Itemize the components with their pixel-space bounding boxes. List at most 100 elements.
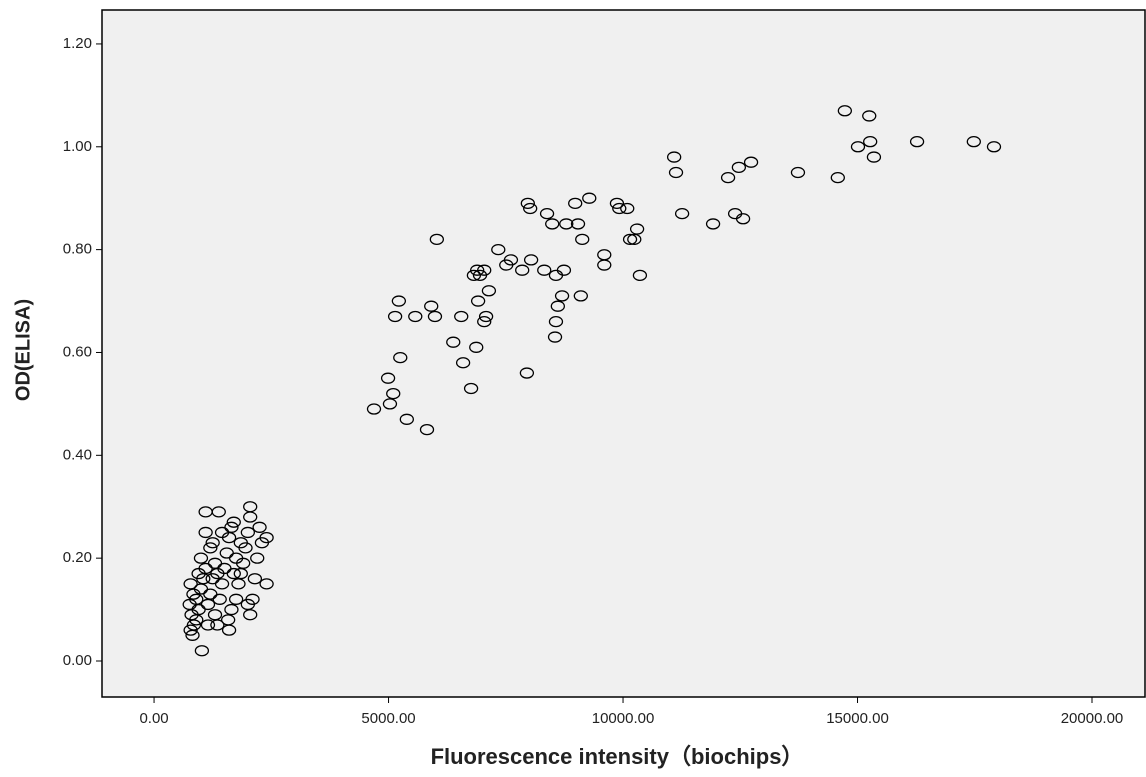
point	[481, 285, 497, 297]
point	[478, 310, 494, 323]
point	[668, 166, 684, 179]
point	[200, 598, 216, 611]
point	[399, 413, 414, 425]
point	[537, 264, 552, 276]
plot-area	[101, 9, 1146, 698]
point	[609, 197, 625, 209]
point	[515, 264, 530, 276]
point	[470, 295, 486, 307]
point	[863, 135, 878, 148]
point	[735, 213, 751, 225]
point	[539, 207, 555, 220]
point	[226, 516, 241, 528]
point	[627, 233, 642, 245]
y-tick-label: 0.60	[63, 343, 92, 360]
point	[228, 593, 244, 605]
point	[214, 526, 230, 539]
point	[862, 110, 877, 122]
point	[427, 310, 443, 323]
point	[212, 593, 227, 605]
point	[191, 567, 206, 580]
point	[545, 218, 560, 230]
point	[221, 614, 236, 626]
point	[909, 135, 925, 148]
point	[205, 573, 220, 585]
point	[469, 341, 484, 353]
point	[573, 290, 588, 302]
point	[245, 593, 260, 605]
point	[252, 521, 267, 533]
point	[224, 603, 239, 616]
y-tick-label: 1.00	[63, 138, 92, 155]
x-tick-label: 15000.00	[826, 710, 889, 727]
point	[386, 387, 401, 400]
point	[523, 254, 539, 266]
point	[429, 233, 444, 245]
x-axis-title: Fluorescence intensity（biochips）	[431, 744, 804, 769]
point	[382, 398, 398, 410]
point	[837, 105, 853, 117]
point	[419, 423, 435, 436]
point	[570, 218, 586, 230]
point	[203, 542, 218, 554]
point	[210, 619, 225, 631]
point	[629, 223, 645, 235]
point	[503, 254, 519, 266]
y-tick-label: 0.40	[63, 446, 92, 463]
point	[200, 619, 216, 631]
y-axis-title: OD(ELISA)	[12, 299, 34, 401]
point	[198, 526, 213, 539]
point	[205, 537, 220, 549]
point	[424, 300, 439, 312]
point	[233, 537, 248, 549]
x-tick-label: 20000.00	[1061, 710, 1124, 727]
point	[240, 526, 256, 539]
point	[243, 501, 258, 513]
point	[547, 331, 563, 343]
point	[554, 290, 570, 302]
point	[259, 531, 274, 544]
point	[556, 264, 572, 276]
y-tick-label: 0.20	[63, 549, 92, 566]
point	[705, 218, 721, 230]
point	[632, 269, 648, 281]
point	[720, 171, 736, 184]
point	[850, 141, 866, 153]
point	[194, 645, 210, 657]
point	[519, 367, 535, 379]
point	[387, 310, 403, 323]
x-tick-label: 5000.00	[361, 710, 415, 727]
point	[575, 233, 590, 245]
point	[620, 202, 635, 215]
point	[866, 151, 882, 163]
point	[380, 372, 396, 384]
point	[559, 218, 574, 230]
point	[477, 264, 492, 276]
y-tick-label: 0.00	[63, 652, 92, 669]
point	[259, 578, 274, 590]
point	[250, 552, 265, 564]
point	[183, 578, 198, 590]
point	[622, 233, 638, 245]
point	[226, 567, 241, 580]
point	[393, 351, 408, 364]
point	[446, 336, 461, 348]
point	[523, 202, 538, 215]
point	[466, 269, 482, 281]
point	[491, 243, 506, 256]
y-tick-label: 1.20	[63, 35, 92, 52]
point	[408, 310, 423, 323]
point	[455, 357, 471, 369]
x-tick-label: 0.00	[139, 710, 168, 727]
point	[790, 166, 806, 179]
point	[548, 315, 564, 328]
point	[612, 202, 627, 215]
point	[666, 151, 682, 163]
point	[211, 506, 226, 518]
point	[966, 135, 981, 148]
point	[550, 300, 565, 312]
point	[228, 552, 244, 564]
point	[247, 573, 263, 585]
